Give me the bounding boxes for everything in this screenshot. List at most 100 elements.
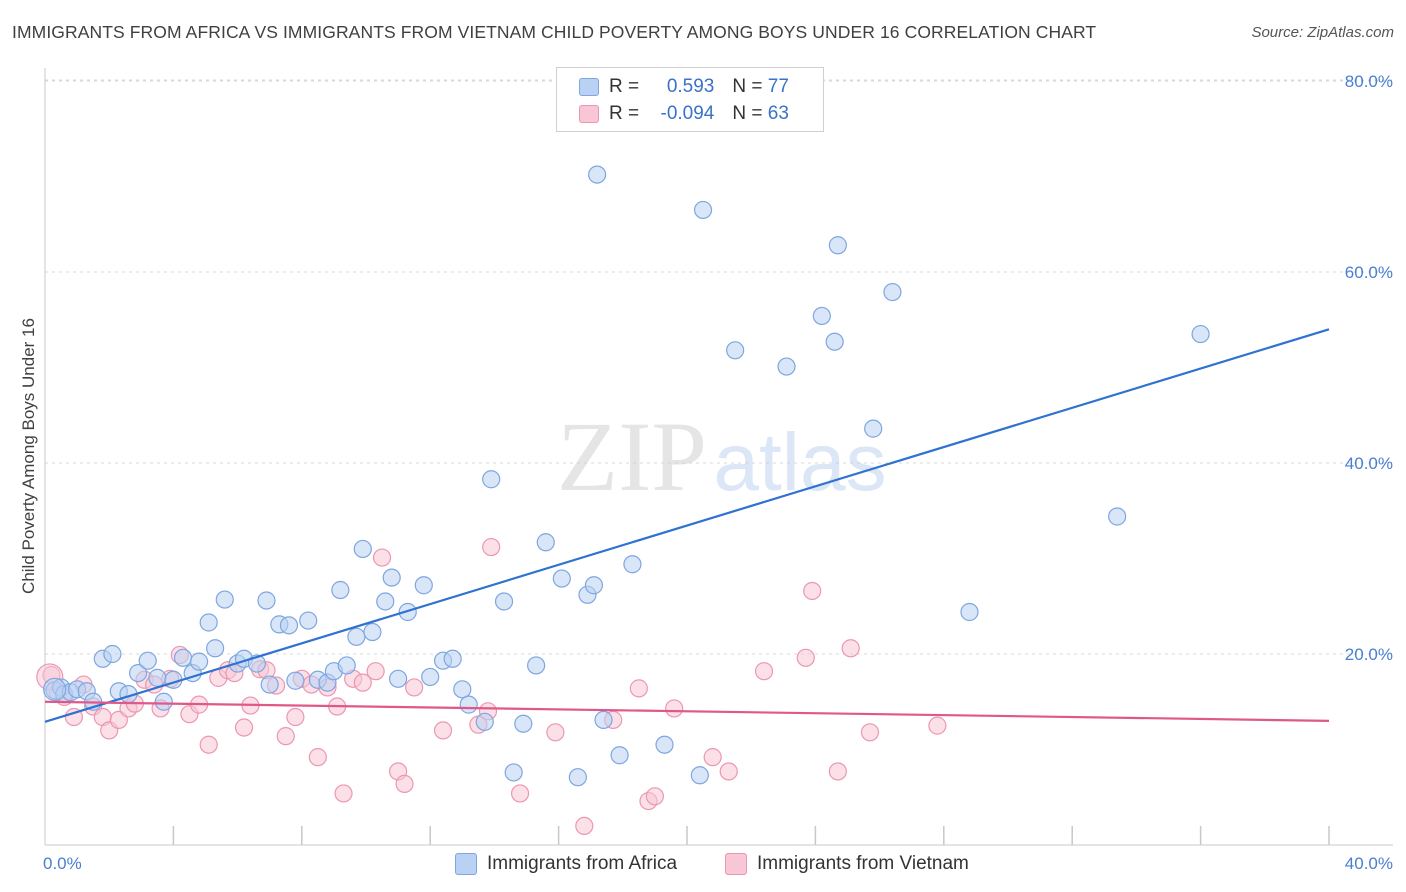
legend-r-label: R = xyxy=(609,76,645,97)
africa-point xyxy=(421,667,440,687)
africa-point xyxy=(414,576,433,595)
vietnam-point xyxy=(334,784,353,803)
africa-point xyxy=(382,568,401,587)
vietnam-point xyxy=(860,723,880,742)
africa-point xyxy=(828,236,847,255)
vietnam-trend-line xyxy=(44,700,1330,722)
africa-cluster-point xyxy=(43,677,67,701)
vietnam-point xyxy=(395,774,414,793)
africa-point xyxy=(206,639,225,658)
africa-point xyxy=(610,746,629,765)
vietnam-point xyxy=(645,787,665,806)
africa-point xyxy=(148,668,167,687)
y-tick-label: 80.0% xyxy=(1345,72,1393,91)
bottom-legend-label: Immigrants from Africa xyxy=(487,853,678,874)
legend-n-label: N = xyxy=(732,76,768,97)
africa-point xyxy=(623,555,642,574)
x-tick-labels: 0.0% 40.0% xyxy=(43,854,1393,873)
africa-point xyxy=(777,357,796,376)
africa-point xyxy=(337,656,356,675)
vietnam-point xyxy=(928,716,947,735)
vietnam-point xyxy=(276,727,295,746)
africa-point xyxy=(726,341,745,360)
y-tick-labels: 20.0% 40.0% 60.0% 80.0% xyxy=(1345,72,1393,664)
africa-point xyxy=(514,714,533,733)
vietnam-point xyxy=(199,735,218,754)
axes xyxy=(44,68,1393,846)
africa-point xyxy=(690,766,709,785)
legend-row-africa: R = 0.593 N = 77 xyxy=(579,74,789,100)
trend-lines xyxy=(44,328,1330,723)
vietnam-point xyxy=(510,784,530,803)
legend-r-value: 0.593 xyxy=(666,76,715,97)
vietnam-point xyxy=(482,537,501,557)
africa-point xyxy=(257,591,276,610)
africa-point xyxy=(189,652,209,671)
africa-point xyxy=(482,470,501,489)
legend-row-vietnam: R = -0.094 N = 63 xyxy=(579,101,789,127)
watermark: ZIP atlas xyxy=(557,401,887,512)
vietnam-point xyxy=(629,679,648,698)
correlation-legend: R = 0.593 N = 77 R = -0.094 N = 63 xyxy=(556,67,824,132)
africa-point xyxy=(475,712,494,731)
africa-point xyxy=(260,675,279,694)
watermark-atlas: atlas xyxy=(713,417,886,508)
africa-point xyxy=(128,663,148,683)
africa-point xyxy=(286,671,305,690)
africa-point xyxy=(154,692,173,711)
africa-point xyxy=(363,622,382,642)
africa-point xyxy=(527,656,546,675)
grid-lines xyxy=(45,79,1393,655)
legend-r-value: -0.094 xyxy=(660,103,715,124)
vietnam-point xyxy=(703,748,722,767)
africa-point xyxy=(883,282,902,302)
africa-point xyxy=(584,576,604,595)
vietnam-point xyxy=(308,748,327,767)
africa-point xyxy=(331,580,350,600)
africa-point xyxy=(812,306,831,326)
africa-point xyxy=(459,695,478,714)
africa-point xyxy=(347,627,366,646)
africa-point xyxy=(453,680,472,699)
y-tick-label: 20.0% xyxy=(1345,645,1393,664)
vietnam-point xyxy=(546,723,565,742)
vietnam-point xyxy=(719,762,738,781)
legend-n-value: 77 xyxy=(767,76,789,97)
africa-point xyxy=(594,710,613,729)
x-tick-label: 40.0% xyxy=(1345,854,1393,873)
africa-legend-swatch xyxy=(455,853,477,875)
africa-trend-line xyxy=(44,328,1330,723)
vietnam-point xyxy=(405,678,424,697)
africa-point xyxy=(1108,507,1127,526)
y-tick-label: 60.0% xyxy=(1345,263,1393,282)
vietnam-point xyxy=(665,699,684,718)
vietnam-point xyxy=(372,548,392,567)
africa-point xyxy=(588,165,607,184)
vietnam-point xyxy=(828,762,847,781)
africa-point xyxy=(568,768,587,787)
africa-point xyxy=(299,611,318,630)
africa-point xyxy=(215,590,234,609)
africa-point xyxy=(353,539,372,559)
africa-point xyxy=(864,419,883,438)
africa-point xyxy=(376,592,395,611)
africa-point xyxy=(504,763,523,782)
watermark-zip: ZIP xyxy=(557,401,707,512)
x-tick-label: 0.0% xyxy=(43,854,82,873)
africa-swatch xyxy=(579,78,599,96)
africa-point xyxy=(199,613,218,632)
vietnam-point xyxy=(366,662,385,681)
bottom-legend-vietnam: Immigrants from Vietnam xyxy=(725,851,969,877)
y-axis-label: Child Poverty Among Boys Under 16 xyxy=(19,318,38,594)
bottom-legend-label: Immigrants from Vietnam xyxy=(757,853,969,874)
africa-point xyxy=(960,602,979,622)
legend-n-label: N = xyxy=(732,103,768,124)
africa-point xyxy=(138,651,157,670)
vietnam-point xyxy=(433,721,453,740)
africa-point xyxy=(1191,324,1210,344)
legend-r-label: R = xyxy=(609,103,645,124)
vietnam-point xyxy=(286,707,305,727)
bottom-legend-africa: Immigrants from Africa xyxy=(455,851,677,877)
africa-point xyxy=(103,644,122,664)
